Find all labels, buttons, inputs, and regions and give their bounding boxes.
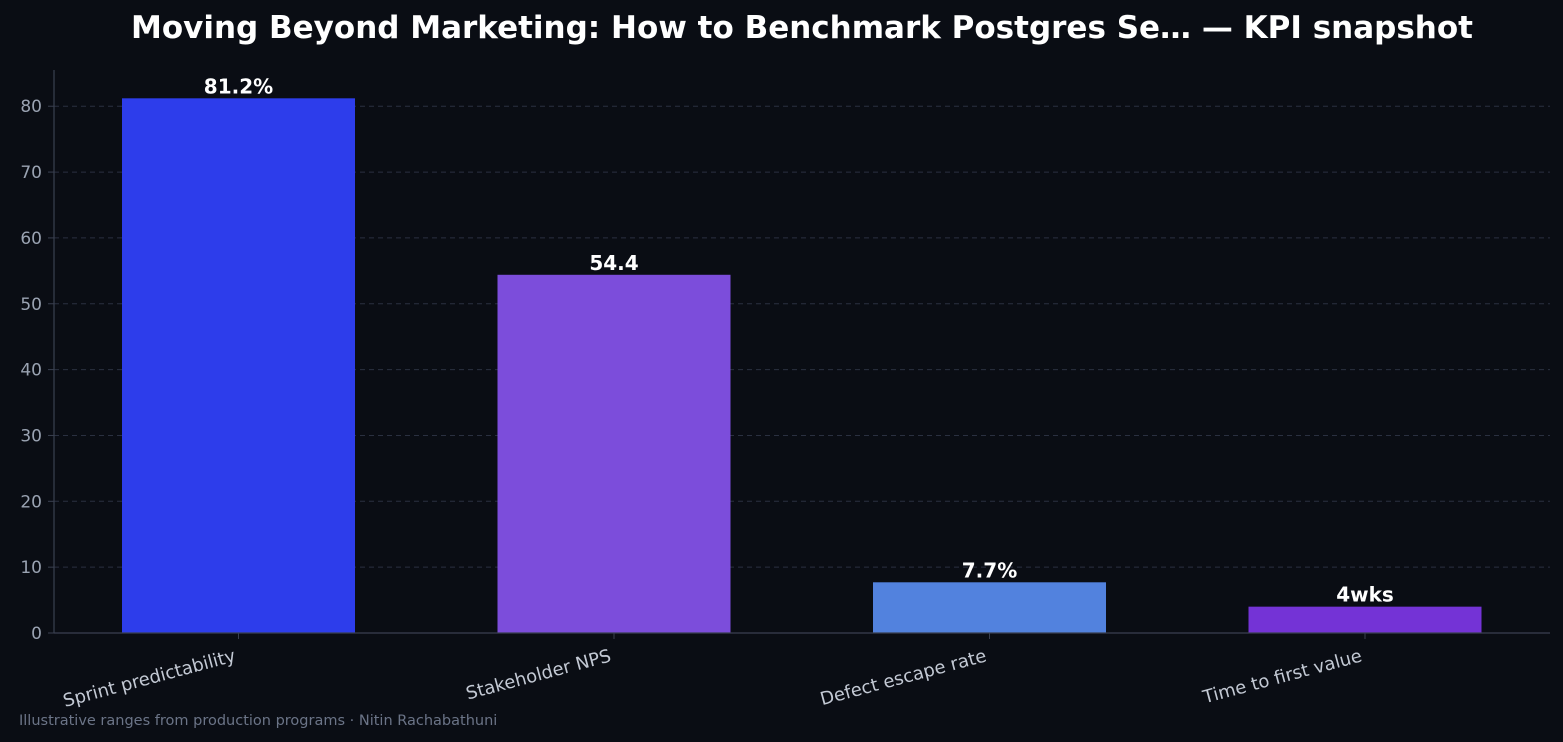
- x-category-label: Stakeholder NPS: [464, 646, 614, 705]
- x-category-label: Sprint predictability: [61, 645, 238, 711]
- y-tick-label: 20: [20, 492, 42, 512]
- data-label: 81.2%: [204, 74, 273, 98]
- footer-attribution: Illustrative ranges from production prog…: [19, 713, 497, 729]
- data-label: 7.7%: [962, 558, 1017, 582]
- data-label: 54.4: [589, 251, 638, 275]
- y-tick-label: 60: [20, 229, 42, 249]
- y-tick-label: 80: [20, 97, 42, 117]
- x-category-label: Time to first value: [1200, 646, 1364, 709]
- data-label: 4wks: [1336, 583, 1394, 607]
- y-tick-label: 30: [20, 426, 42, 446]
- y-tick-label: 0: [31, 624, 42, 644]
- chart-title: Moving Beyond Marketing: How to Benchmar…: [131, 10, 1473, 46]
- y-tick-label: 40: [20, 361, 42, 381]
- bars: [122, 98, 1482, 633]
- bar: [1248, 606, 1482, 633]
- y-tick-label: 70: [20, 163, 42, 183]
- bar: [873, 582, 1106, 633]
- bar: [122, 98, 355, 633]
- x-category-label: Defect escape rate: [818, 646, 989, 711]
- gridlines: [54, 105, 1550, 568]
- axes: [48, 70, 1550, 639]
- y-tick-label: 50: [20, 295, 42, 315]
- bar: [497, 274, 731, 633]
- y-tick-label: 10: [20, 558, 42, 578]
